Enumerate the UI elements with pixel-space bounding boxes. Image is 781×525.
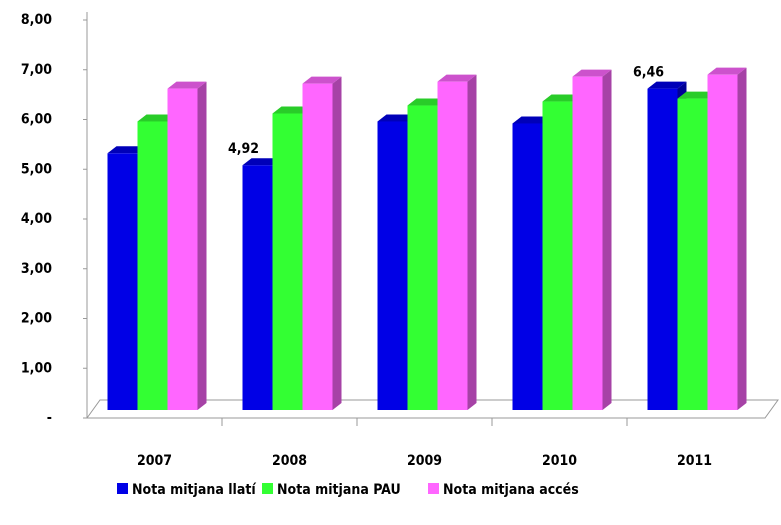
y-tick-label: 4,00	[21, 211, 52, 227]
bar	[377, 121, 408, 410]
bar-top	[647, 81, 687, 89]
data-label: 6,46	[633, 65, 664, 81]
bar	[272, 113, 303, 411]
bar	[647, 88, 678, 411]
y-tick-label: 5,00	[21, 161, 52, 177]
x-tick-label: 2010	[542, 453, 577, 469]
bar	[437, 81, 468, 411]
bar-top	[167, 81, 207, 89]
bar	[137, 121, 168, 410]
bar-side	[602, 69, 612, 411]
legend-label: Nota mitjana accés	[443, 482, 579, 498]
bar	[407, 105, 438, 410]
bar-top	[437, 74, 477, 82]
y-tick-label: 6,00	[21, 112, 52, 128]
legend-swatch	[262, 483, 273, 494]
bar	[572, 76, 603, 411]
y-tick-label: 1,00	[21, 360, 52, 376]
bar-top	[107, 146, 147, 154]
bar-top	[542, 94, 582, 102]
bar-side	[737, 67, 747, 410]
x-tick-label: 2009	[407, 453, 442, 469]
bar-top	[572, 69, 612, 77]
bar-top	[137, 114, 177, 122]
y-tick-label: 8,00	[21, 12, 52, 28]
bar-top	[377, 114, 417, 122]
bar-top	[242, 158, 282, 166]
x-tick-label: 2008	[272, 453, 307, 469]
bar-top	[512, 116, 552, 124]
bar-top	[707, 67, 747, 75]
bar	[302, 83, 333, 410]
y-tick-label: 7,00	[21, 62, 52, 78]
x-tick-label: 2011	[677, 453, 712, 469]
bar-top	[407, 98, 447, 106]
bar-top	[677, 91, 717, 99]
legend-label: Nota mitjana llatí	[132, 482, 256, 498]
bar-side	[467, 74, 477, 411]
y-tick-label: 2,00	[21, 311, 52, 327]
bar	[677, 98, 708, 410]
bar	[542, 101, 573, 411]
legend-swatch	[117, 483, 128, 494]
y-tick-label: 3,00	[21, 261, 52, 277]
bar	[167, 88, 198, 411]
y-tick-label: -	[47, 410, 52, 426]
bar	[242, 165, 273, 410]
bar-top	[302, 76, 342, 84]
data-label: 4,92	[228, 141, 259, 157]
bar-side	[332, 76, 342, 410]
bar-top	[272, 106, 312, 114]
bar	[707, 74, 738, 410]
floor	[86, 399, 779, 419]
bar-side	[197, 81, 207, 411]
legend-swatch	[428, 483, 439, 494]
bar	[512, 123, 543, 410]
x-tick-label: 2007	[137, 453, 172, 469]
bar	[107, 153, 138, 411]
legend-label: Nota mitjana PAU	[277, 482, 401, 498]
